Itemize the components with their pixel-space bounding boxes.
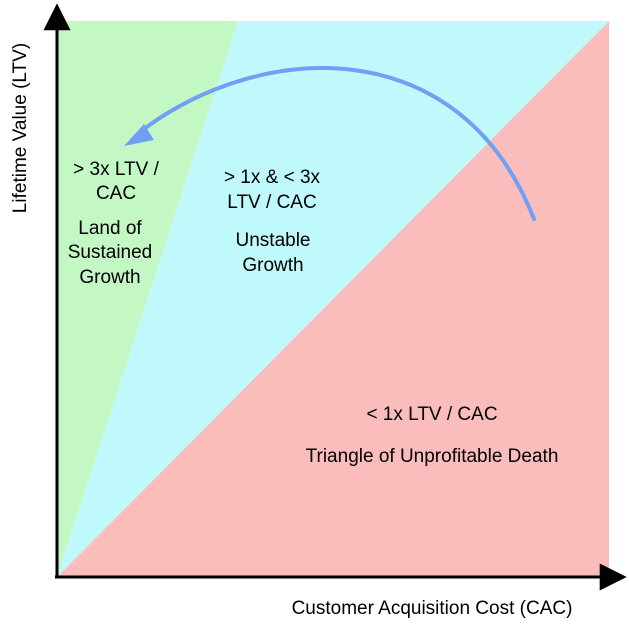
region-cyan [57, 21, 609, 577]
green-name-line-3: Growth [79, 267, 140, 288]
x-axis-label: Customer Acquisition Cost (CAC) [292, 598, 573, 619]
cyan-name-line-1: Unstable [236, 230, 311, 251]
region-green [57, 21, 238, 577]
transition-arrow [138, 66, 536, 221]
cyan-ratio-line-2: LTV / CAC [227, 192, 316, 213]
y-axis-label: Lifetime Value (LTV) [10, 43, 31, 213]
cyan-ratio-line-1: > 1x & < 3x [224, 167, 321, 188]
cyan-name-line-2: Growth [242, 255, 303, 276]
red-name-line: Triangle of Unprofitable Death [306, 446, 559, 467]
green-name-line-1: Land of [78, 218, 142, 239]
red-ratio-line: < 1x LTV / CAC [366, 404, 497, 425]
green-ratio-line-2: CAC [96, 183, 136, 204]
green-name-line-2: Sustained [68, 242, 153, 263]
green-ratio-line-1: > 3x LTV / [73, 159, 159, 180]
transition-arrow-head [124, 124, 154, 146]
